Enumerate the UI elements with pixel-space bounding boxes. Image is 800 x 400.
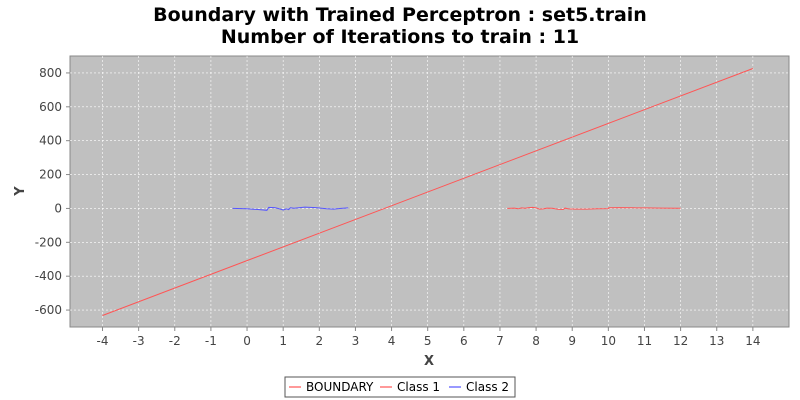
- legend-label-class-1: Class 1: [397, 380, 440, 394]
- x-tick-label: 1: [279, 334, 287, 348]
- y-tick-label: 400: [39, 134, 62, 148]
- y-tick-label: 0: [54, 201, 62, 215]
- y-tick-label: 200: [39, 168, 62, 182]
- legend-box: [284, 376, 516, 398]
- x-tick-label: 9: [568, 334, 576, 348]
- chart-title: Boundary with Trained Perceptron : set5.…: [153, 4, 647, 26]
- x-tick-label: -1: [205, 334, 217, 348]
- x-tick-label: 6: [460, 334, 468, 348]
- legend-label-boundary: BOUNDARY: [306, 380, 374, 394]
- axes: -4 -3 -2 -1 0 1 2 3 4 5 6 7 8 9 10 11 12 13 14-600-400-200…: [35, 66, 761, 348]
- x-tick-label: 8: [532, 334, 540, 348]
- chart-subtitle: Number of Iterations to train : 11: [221, 26, 579, 48]
- legend-label-class-2: Class 2: [466, 380, 509, 394]
- y-tick-label: -600: [35, 303, 62, 317]
- x-tick-label: -3: [133, 334, 145, 348]
- x-tick-label: -4: [97, 334, 109, 348]
- x-tick-label: 5: [424, 334, 432, 348]
- x-axis-label: X: [424, 354, 434, 369]
- x-tick-label: 14: [745, 334, 760, 348]
- x-tick-label: 2: [315, 334, 323, 348]
- x-tick-label: 0: [243, 334, 251, 348]
- y-axis-label: Y: [13, 186, 28, 197]
- x-tick-label: 7: [496, 334, 504, 348]
- y-tick-label: -200: [35, 235, 62, 249]
- series-lines: [102, 68, 754, 316]
- x-tick-label: 4: [388, 334, 396, 348]
- x-tick-label: 13: [709, 334, 724, 348]
- y-tick-label: -400: [35, 269, 62, 283]
- x-tick-label: -2: [169, 334, 181, 348]
- y-tick-label: 600: [39, 100, 62, 114]
- y-tick-label: 800: [39, 66, 62, 80]
- x-tick-label: 11: [637, 334, 652, 348]
- x-tick-label: 3: [352, 334, 360, 348]
- class-1-line: [507, 206, 681, 211]
- legend: BOUNDARY Class 1 Class 2: [284, 376, 516, 398]
- class-2-line: [232, 206, 349, 211]
- x-tick-label: 12: [673, 334, 688, 348]
- grid-lines: [70, 56, 789, 327]
- boundary-line: [102, 68, 754, 316]
- x-tick-label: 10: [601, 334, 616, 348]
